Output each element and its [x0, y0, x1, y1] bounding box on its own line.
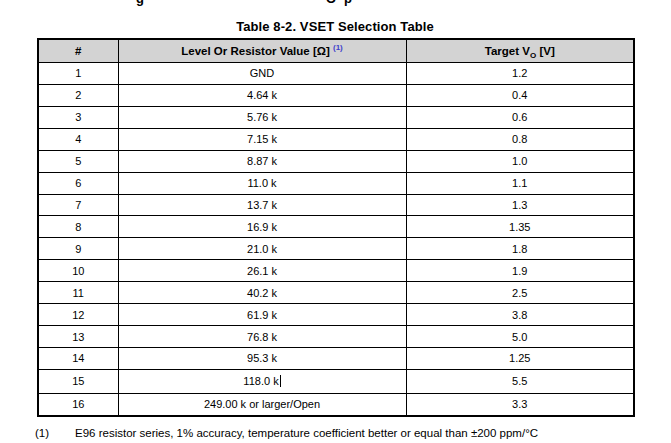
cell-target-voltage: 0.4 — [406, 84, 634, 106]
table-row: 5 8.87 k 1.0 — [38, 150, 634, 172]
footnote-marker: (1) — [35, 427, 75, 439]
cell-target-voltage: 1.35 — [406, 216, 634, 238]
cell-row-number: 12 — [38, 304, 118, 326]
cell-target-voltage: 1.2 — [406, 63, 634, 85]
col-header-resistor-value: Level Or Resistor Value [Ω] (1) — [118, 39, 406, 63]
cell-row-number: 14 — [38, 347, 118, 369]
cell-target-voltage: 3.8 — [406, 304, 634, 326]
table-row: 2 4.64 k 0.4 — [38, 84, 634, 106]
cell-resistor-value: 26.1 k — [118, 260, 406, 282]
cell-target-voltage: 5.5 — [406, 369, 634, 393]
table-header: # Level Or Resistor Value [Ω] (1) Target… — [38, 39, 634, 63]
cell-target-voltage: 5.0 — [406, 326, 634, 348]
cell-target-voltage: 0.6 — [406, 106, 634, 128]
table-row: 6 11.0 k 1.1 — [38, 172, 634, 194]
cell-row-number: 8 — [38, 216, 118, 238]
cropped-text-fragment: g — [136, 0, 144, 6]
table-row: 1 GND 1.2 — [38, 63, 634, 85]
cell-resistor-value: 16.9 k — [118, 216, 406, 238]
header-row: # Level Or Resistor Value [Ω] (1) Target… — [38, 39, 634, 63]
table-title: Table 8-2. VSET Selection Table — [37, 19, 633, 34]
cell-target-voltage: 1.0 — [406, 150, 634, 172]
cell-resistor-value: 11.0 k — [118, 172, 406, 194]
col-header-resistor-label: Level Or Resistor Value [Ω] — [181, 45, 330, 57]
footnote: (1)E96 resistor series, 1% accuracy, tem… — [35, 427, 538, 439]
cell-resistor-value: 61.9 k — [118, 304, 406, 326]
cell-resistor-value: 40.2 k — [118, 282, 406, 304]
footnote-ref-superscript[interactable]: (1) — [333, 43, 343, 52]
col-header-number-label: # — [75, 45, 81, 57]
table-row: 11 40.2 k 2.5 — [38, 282, 634, 304]
cell-target-voltage: 2.5 — [406, 282, 634, 304]
table-row: 12 61.9 k 3.8 — [38, 304, 634, 326]
cell-resistor-value: 21.0 k — [118, 238, 406, 260]
cell-resistor-value: 4.64 k — [118, 84, 406, 106]
cell-row-number: 11 — [38, 282, 118, 304]
cell-row-number: 3 — [38, 106, 118, 128]
col-header-number: # — [38, 39, 118, 63]
table-row: 4 7.15 k 0.8 — [38, 128, 634, 150]
table-body: 1 GND 1.2 2 4.64 k 0.4 3 5.76 k 0.6 4 7.… — [38, 63, 634, 417]
cell-row-number: 4 — [38, 128, 118, 150]
cell-row-number: 5 — [38, 150, 118, 172]
col-header-target-suffix: [V] — [536, 45, 555, 57]
cell-target-voltage: 0.8 — [406, 128, 634, 150]
cell-row-number: 6 — [38, 172, 118, 194]
table-row: 15 118.0 k 5.5 — [38, 369, 634, 393]
cell-resistor-value: GND — [118, 63, 406, 85]
cell-row-number: 9 — [38, 238, 118, 260]
cell-resistor-value: 118.0 k — [118, 369, 406, 393]
cell-row-number: 13 — [38, 326, 118, 348]
cell-resistor-value: 5.76 k — [118, 106, 406, 128]
cell-row-number: 10 — [38, 260, 118, 282]
cell-target-voltage: 3.3 — [406, 393, 634, 416]
cell-resistor-value: 8.87 k — [118, 150, 406, 172]
cropped-previous-line: g Op — [0, 0, 671, 6]
table-row: 7 13.7 k 1.3 — [38, 194, 634, 216]
table-row: 9 21.0 k 1.8 — [38, 238, 634, 260]
cell-row-number: 1 — [38, 63, 118, 85]
footnote-text: E96 resistor series, 1% accuracy, temper… — [75, 427, 538, 439]
table-row: 13 76.8 k 5.0 — [38, 326, 634, 348]
col-header-target-prefix: Target V — [485, 45, 530, 57]
cell-row-number: 16 — [38, 393, 118, 416]
cell-target-voltage: 1.3 — [406, 194, 634, 216]
text-cursor — [280, 375, 281, 387]
cell-row-number: 2 — [38, 84, 118, 106]
cell-target-voltage: 1.9 — [406, 260, 634, 282]
cell-target-voltage: 1.25 — [406, 347, 634, 369]
table-row: 10 26.1 k 1.9 — [38, 260, 634, 282]
cell-resistor-value: 7.15 k — [118, 128, 406, 150]
table-row: 3 5.76 k 0.6 — [38, 106, 634, 128]
cell-resistor-value: 95.3 k — [118, 347, 406, 369]
cell-target-voltage: 1.1 — [406, 172, 634, 194]
table-row: 16 249.00 k or larger/Open 3.3 — [38, 393, 634, 416]
table-row: 8 16.9 k 1.35 — [38, 216, 634, 238]
col-header-target-vo: Target VO [V] — [406, 39, 634, 63]
cell-resistor-value: 249.00 k or larger/Open — [118, 393, 406, 416]
cell-resistor-value: 76.8 k — [118, 326, 406, 348]
cropped-text-fragment: p — [344, 0, 352, 6]
cell-resistor-value: 13.7 k — [118, 194, 406, 216]
vset-selection-table: # Level Or Resistor Value [Ω] (1) Target… — [37, 38, 635, 417]
cell-row-number: 15 — [38, 369, 118, 393]
cell-row-number: 7 — [38, 194, 118, 216]
cell-target-voltage: 1.8 — [406, 238, 634, 260]
cropped-text-fragment: O — [326, 0, 336, 6]
table-row: 14 95.3 k 1.25 — [38, 347, 634, 369]
